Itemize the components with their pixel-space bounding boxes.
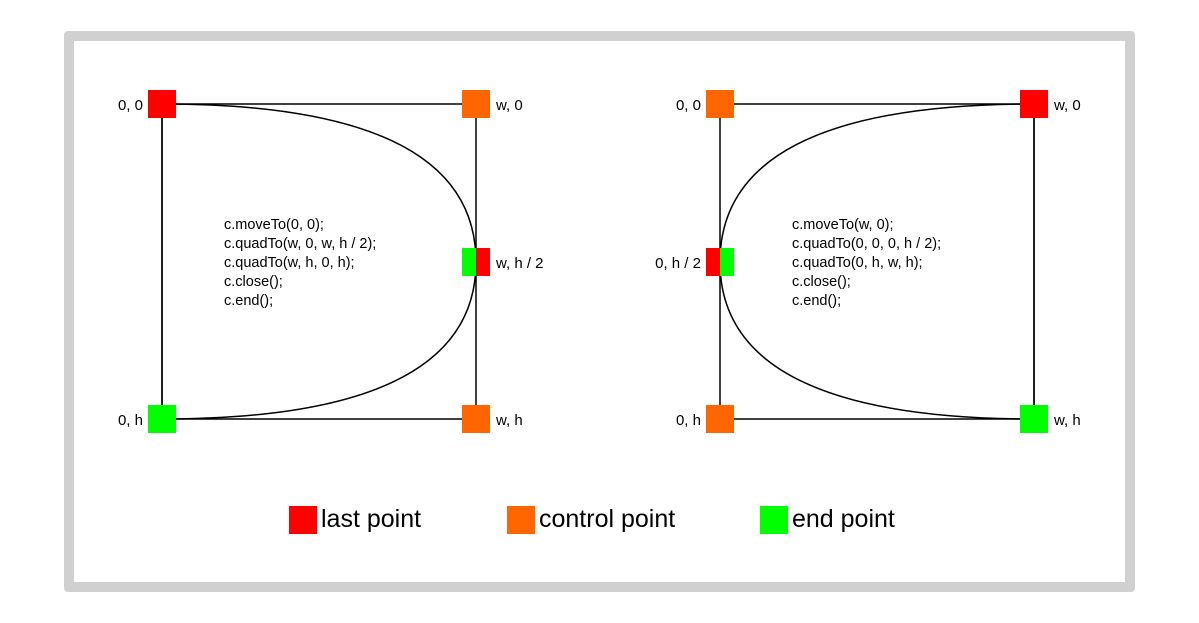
right-label-mid-left: 0, h / 2	[655, 255, 701, 272]
right-code-line: c.close();	[792, 274, 851, 290]
legend-last-point-swatch	[289, 506, 317, 534]
left-mid-last-point-marker	[476, 248, 490, 276]
right-code-line: c.end();	[792, 293, 841, 309]
right-code-line: c.quadTo(0, 0, 0, h / 2);	[792, 236, 941, 252]
left-code-block: c.moveTo(0, 0); c.quadTo(w, 0, w, h / 2)…	[224, 217, 376, 309]
left-control-point-top-marker	[462, 90, 490, 118]
right-control-point-top-marker	[706, 90, 734, 118]
legend: last point control point end point	[289, 505, 895, 534]
right-label-bottom-left: 0, h	[676, 412, 701, 429]
left-code-line: c.close();	[224, 274, 283, 290]
right-last-point-marker	[1020, 90, 1048, 118]
legend-end-point-swatch	[760, 506, 788, 534]
left-code-line: c.quadTo(w, 0, w, h / 2);	[224, 236, 376, 252]
legend-last-point-label: last point	[321, 505, 421, 533]
right-control-point-bottom-marker	[706, 405, 734, 433]
right-label-top-right: w, 0	[1053, 97, 1081, 114]
right-end-point-marker	[1020, 405, 1048, 433]
left-diagram: 0, 0 w, 0 w, h / 2 0, h w, h c.moveTo(0,…	[118, 90, 544, 433]
left-code-line: c.moveTo(0, 0);	[224, 217, 324, 233]
right-code-line: c.moveTo(w, 0);	[792, 217, 894, 233]
left-code-line: c.end();	[224, 293, 273, 309]
left-end-point-marker	[148, 405, 176, 433]
left-label-top-right: w, 0	[495, 97, 523, 114]
left-control-point-bottom-marker	[462, 405, 490, 433]
right-code-line: c.quadTo(0, h, w, h);	[792, 255, 923, 271]
right-label-top-left: 0, 0	[676, 97, 701, 114]
left-mid-end-point-marker	[462, 248, 476, 276]
right-code-block: c.moveTo(w, 0); c.quadTo(0, 0, 0, h / 2)…	[792, 217, 941, 309]
diagram-frame	[64, 31, 1135, 592]
left-code-line: c.quadTo(w, h, 0, h);	[224, 255, 355, 271]
left-label-top-left: 0, 0	[118, 97, 143, 114]
left-label-bottom-right: w, h	[495, 412, 523, 429]
right-diagram: 0, 0 w, 0 0, h / 2 0, h w, h c.moveTo(w,…	[655, 90, 1081, 433]
right-label-bottom-right: w, h	[1053, 412, 1081, 429]
right-mid-last-point-marker	[706, 248, 720, 276]
left-last-point-marker	[148, 90, 176, 118]
right-mid-end-point-marker	[720, 248, 734, 276]
left-label-mid-right: w, h / 2	[495, 255, 544, 272]
legend-control-point-swatch	[507, 506, 535, 534]
legend-control-point-label: control point	[539, 505, 675, 533]
legend-end-point-label: end point	[792, 505, 895, 533]
left-label-bottom-left: 0, h	[118, 412, 143, 429]
